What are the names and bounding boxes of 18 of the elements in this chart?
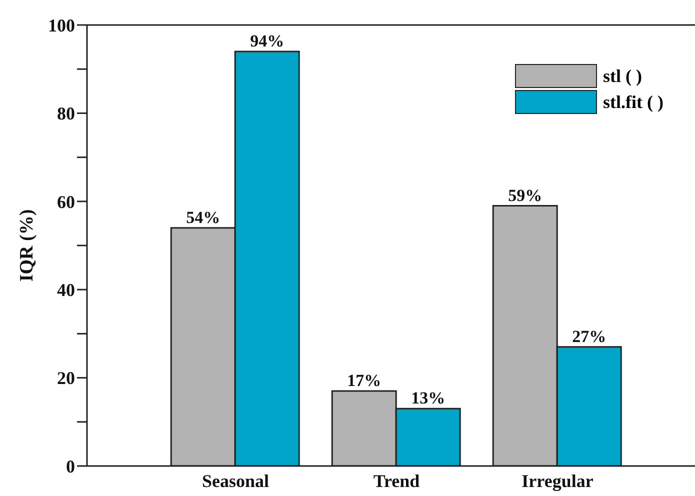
- data-label: 94%: [250, 31, 284, 50]
- data-label: 27%: [572, 326, 606, 346]
- y-tick-label: 20: [57, 368, 75, 388]
- x-tick-label: Seasonal: [202, 470, 270, 491]
- y-tick-label: 60: [57, 192, 75, 212]
- data-label: 17%: [347, 371, 382, 390]
- y-tick-label: 40: [57, 280, 75, 300]
- y-tick-label: 100: [48, 15, 75, 36]
- data-label: 54%: [186, 208, 220, 227]
- y-tick-label: 80: [57, 104, 75, 124]
- legend-label: stl ( ): [603, 66, 642, 86]
- data-label: 13%: [411, 388, 446, 408]
- x-tick-label: Irregular: [522, 470, 594, 491]
- x-tick-label: Trend: [373, 470, 420, 491]
- y-axis-title: IQR (%): [16, 209, 38, 282]
- data-label: 59%: [508, 186, 542, 205]
- y-tick-label: 0: [66, 456, 75, 476]
- legend-label: stl.fit ( ): [603, 92, 664, 112]
